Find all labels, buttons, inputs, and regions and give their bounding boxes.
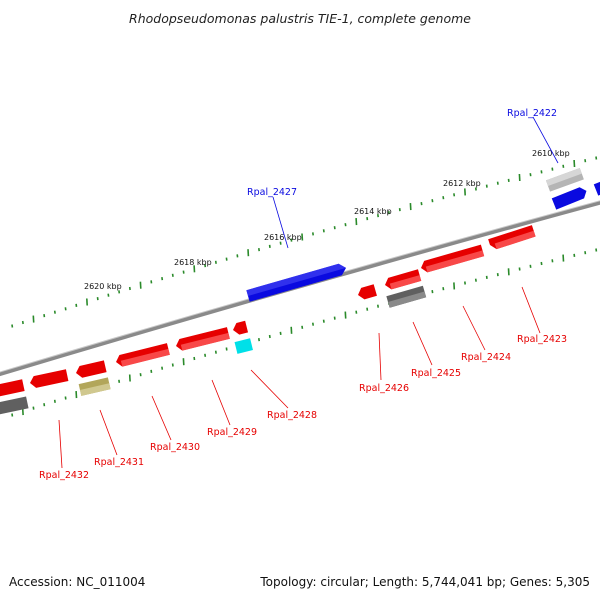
- gene-arrow[interactable]: [419, 244, 485, 274]
- gene-label-reverse[interactable]: Rpal_2430: [150, 442, 200, 453]
- tick-label: 2614 kbp: [354, 207, 392, 216]
- gene-label-reverse[interactable]: Rpal_2423: [517, 334, 567, 345]
- gene-arrow[interactable]: [78, 377, 111, 396]
- gene-labels: Rpal_2422 Rpal_2427 Rpal_2423 Rpal_2424 …: [39, 108, 567, 481]
- gene-arrow[interactable]: [246, 262, 347, 302]
- tick-label: 2610 kbp: [532, 149, 570, 158]
- gene-label-forward[interactable]: Rpal_2422: [507, 108, 557, 119]
- tick-labels: 2610 kbp 2612 kbp 2614 kbp 2616 kbp 2618…: [84, 149, 570, 291]
- gene-arrow[interactable]: [234, 338, 253, 354]
- gene-label-reverse[interactable]: Rpal_2429: [207, 427, 257, 438]
- gene-label-reverse[interactable]: Rpal_2431: [94, 457, 144, 468]
- gene-arrow[interactable]: [175, 327, 230, 352]
- accession-label: Accession: NC_011004: [9, 575, 146, 589]
- tick-label: 2620 kbp: [84, 282, 122, 291]
- tick-label: 2618 kbp: [174, 258, 212, 267]
- gene-label-reverse[interactable]: Rpal_2424: [461, 352, 511, 363]
- gene-arrow[interactable]: [545, 168, 584, 192]
- gene-arrow[interactable]: [75, 360, 107, 378]
- outer-tick-track: [11, 156, 598, 328]
- gene-label-reverse[interactable]: Rpal_2432: [39, 470, 89, 481]
- gene-label-reverse[interactable]: Rpal_2426: [359, 383, 409, 394]
- gene-arrow[interactable]: [232, 320, 249, 336]
- gene-arrow[interactable]: [551, 185, 589, 210]
- gene-arrow[interactable]: [383, 269, 422, 290]
- gene-arrow[interactable]: [488, 225, 536, 251]
- reverse-genes: [0, 225, 536, 415]
- tick-label: 2612 kbp: [443, 179, 481, 188]
- gene-label-reverse[interactable]: Rpal_2425: [411, 368, 461, 379]
- gene-arrow[interactable]: [0, 379, 25, 397]
- forward-genes: [246, 168, 600, 302]
- tick-label: 2616 kbp: [264, 233, 302, 242]
- gene-arrow[interactable]: [593, 180, 600, 196]
- gene-arrow[interactable]: [29, 369, 69, 389]
- gene-label-forward[interactable]: Rpal_2427: [247, 187, 297, 198]
- gene-arrow[interactable]: [356, 284, 377, 300]
- gene-label-reverse[interactable]: Rpal_2428: [267, 410, 317, 421]
- map-title: Rhodopseudomonas palustris TIE-1, comple…: [129, 11, 471, 26]
- gene-arrow[interactable]: [386, 285, 427, 308]
- genome-summary: Topology: circular; Length: 5,744,041 bp…: [260, 575, 590, 589]
- leader-lines: [58, 116, 559, 469]
- gene-arrow[interactable]: [115, 343, 170, 368]
- gene-arrow[interactable]: [0, 396, 29, 415]
